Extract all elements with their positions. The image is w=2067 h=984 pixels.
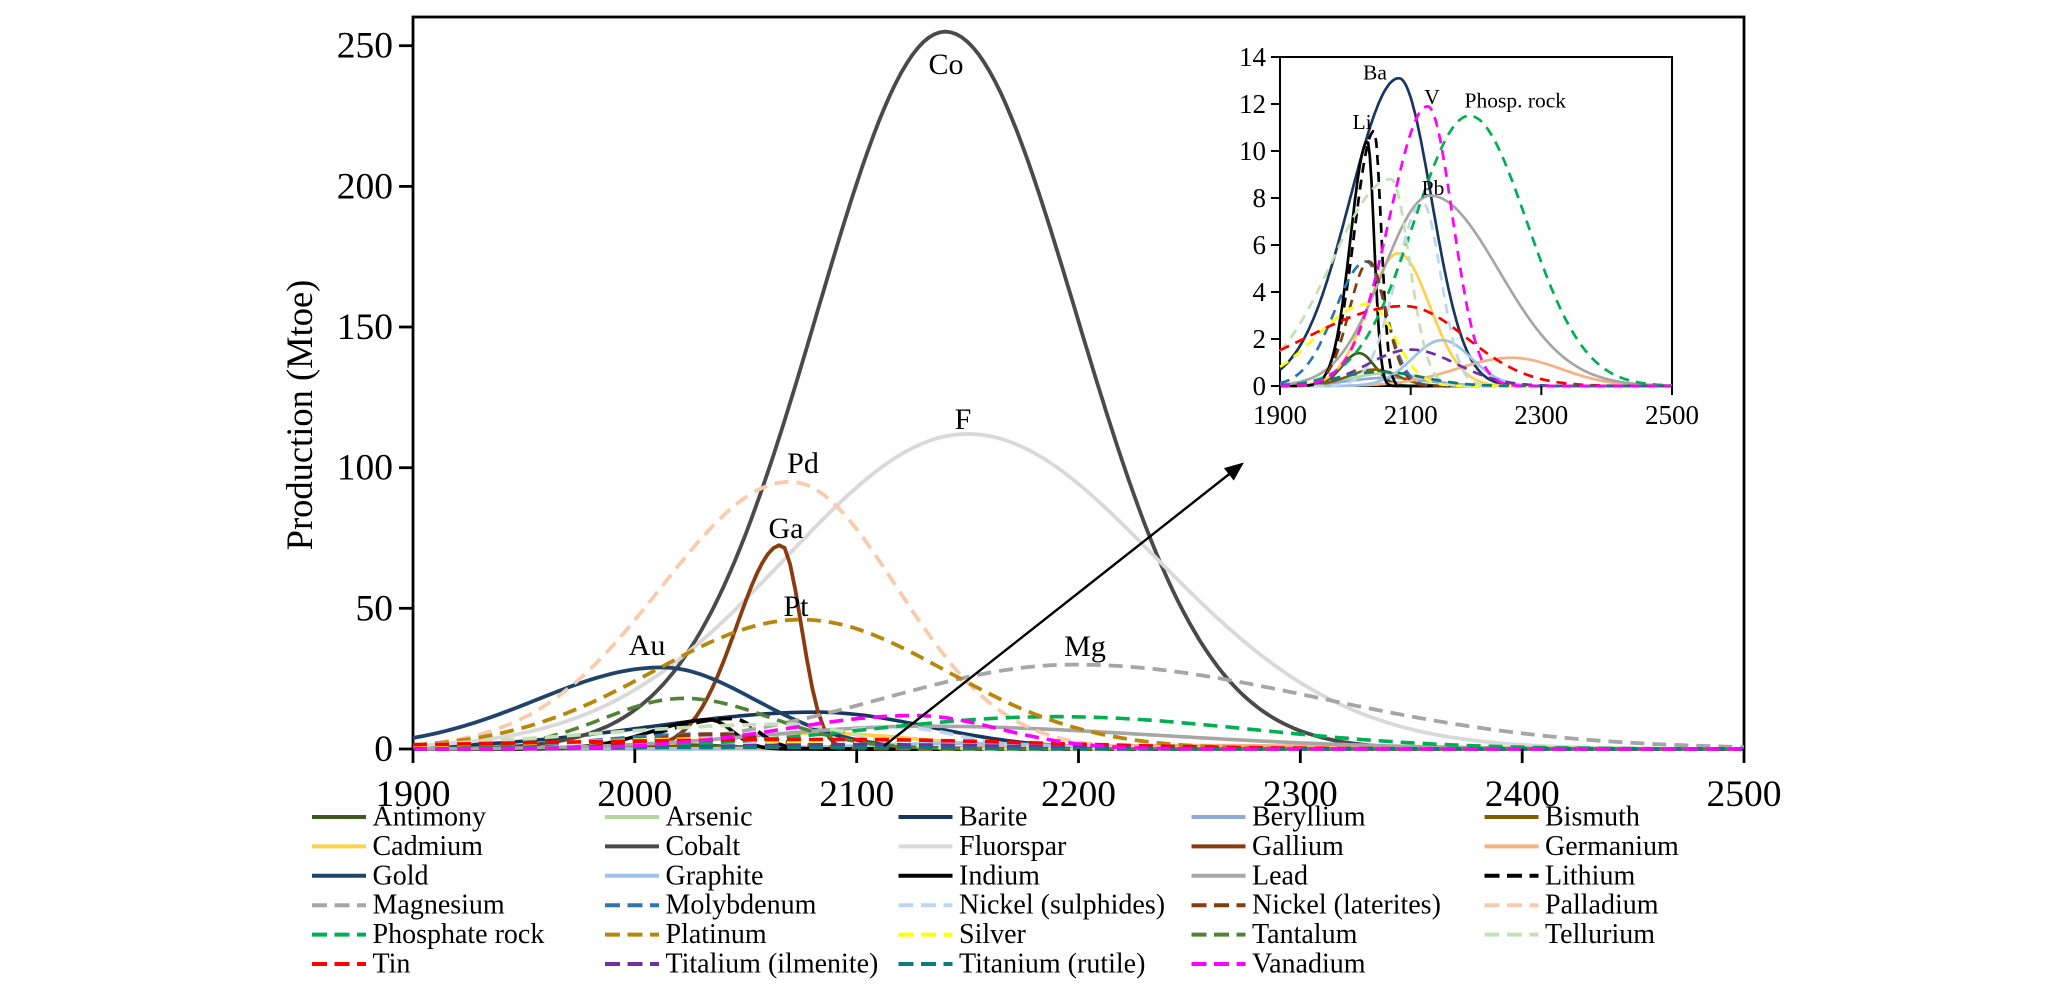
svg-text:Mg: Mg xyxy=(1064,630,1106,663)
svg-text:Silver: Silver xyxy=(959,919,1027,950)
svg-text:Gallium: Gallium xyxy=(1252,831,1344,862)
svg-text:1900: 1900 xyxy=(376,774,451,815)
svg-text:Antimony: Antimony xyxy=(373,802,487,833)
svg-text:Ga: Ga xyxy=(769,512,804,545)
svg-text:Magnesium: Magnesium xyxy=(373,890,505,921)
svg-text:150: 150 xyxy=(337,307,393,348)
svg-text:6: 6 xyxy=(1253,230,1267,260)
svg-text:Li: Li xyxy=(1352,110,1371,134)
svg-text:Gold: Gold xyxy=(373,860,429,891)
svg-text:2300: 2300 xyxy=(1263,774,1338,815)
svg-text:250: 250 xyxy=(337,26,393,67)
svg-text:Platinum: Platinum xyxy=(666,919,767,950)
svg-text:Barite: Barite xyxy=(959,802,1027,833)
svg-text:Fluorspar: Fluorspar xyxy=(959,831,1067,862)
svg-text:14: 14 xyxy=(1239,42,1267,72)
svg-text:12: 12 xyxy=(1239,89,1266,119)
svg-text:Co: Co xyxy=(928,48,963,81)
svg-text:200: 200 xyxy=(337,166,393,207)
svg-text:0: 0 xyxy=(1253,371,1267,401)
svg-text:2: 2 xyxy=(1253,324,1267,354)
svg-text:Pb: Pb xyxy=(1422,176,1445,200)
svg-text:4: 4 xyxy=(1253,277,1267,307)
svg-text:Au: Au xyxy=(629,629,666,662)
svg-text:Arsenic: Arsenic xyxy=(666,802,753,833)
svg-text:Phosp. rock: Phosp. rock xyxy=(1465,89,1567,113)
svg-text:Germanium: Germanium xyxy=(1545,831,1679,862)
svg-text:Titanium (rutile): Titanium (rutile) xyxy=(959,949,1145,980)
svg-text:Production (Mtoe): Production (Mtoe) xyxy=(279,280,320,551)
svg-text:Tin: Tin xyxy=(373,949,411,980)
svg-text:Cobalt: Cobalt xyxy=(666,831,741,862)
svg-text:2100: 2100 xyxy=(1384,400,1438,430)
svg-text:Palladium: Palladium xyxy=(1545,890,1659,921)
svg-text:100: 100 xyxy=(337,448,393,489)
svg-text:2000: 2000 xyxy=(597,774,672,815)
svg-text:2100: 2100 xyxy=(819,774,894,815)
svg-text:V: V xyxy=(1424,85,1440,109)
svg-text:Tantalum: Tantalum xyxy=(1252,919,1358,950)
svg-text:Ba: Ba xyxy=(1363,61,1387,85)
svg-text:Molybdenum: Molybdenum xyxy=(666,890,817,921)
svg-text:10: 10 xyxy=(1239,136,1266,166)
svg-text:Indium: Indium xyxy=(959,860,1040,891)
svg-text:Phosphate rock: Phosphate rock xyxy=(373,919,545,950)
svg-text:0: 0 xyxy=(374,729,393,770)
svg-text:8: 8 xyxy=(1253,183,1267,213)
svg-text:Bismuth: Bismuth xyxy=(1545,802,1640,833)
svg-text:1900: 1900 xyxy=(1253,400,1307,430)
svg-text:Cadmium: Cadmium xyxy=(373,831,484,862)
svg-text:Graphite: Graphite xyxy=(666,860,764,891)
svg-text:Pt: Pt xyxy=(783,590,809,623)
svg-text:Beryllium: Beryllium xyxy=(1252,802,1366,833)
svg-text:Lead: Lead xyxy=(1252,860,1308,891)
svg-text:50: 50 xyxy=(356,588,394,629)
svg-text:Vanadium: Vanadium xyxy=(1252,949,1366,980)
svg-text:F: F xyxy=(955,403,972,436)
svg-text:2200: 2200 xyxy=(1041,774,1116,815)
svg-text:Pd: Pd xyxy=(787,447,819,480)
svg-text:Lithium: Lithium xyxy=(1545,860,1635,891)
svg-text:Titalium (ilmenite): Titalium (ilmenite) xyxy=(666,949,879,980)
svg-text:2500: 2500 xyxy=(1707,774,1782,815)
svg-text:2500: 2500 xyxy=(1645,400,1699,430)
svg-text:Tellurium: Tellurium xyxy=(1545,919,1655,950)
svg-text:2400: 2400 xyxy=(1485,774,1560,815)
svg-text:Nickel (laterites): Nickel (laterites) xyxy=(1252,890,1441,921)
svg-text:2300: 2300 xyxy=(1514,400,1568,430)
svg-text:Nickel (sulphides): Nickel (sulphides) xyxy=(959,890,1165,921)
